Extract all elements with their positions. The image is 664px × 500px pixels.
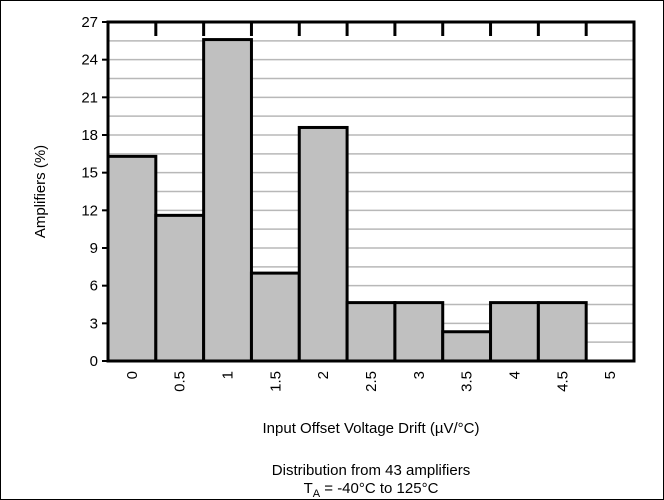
bar-0.5 <box>154 213 206 363</box>
bar-1.5 <box>249 271 301 363</box>
bar-0 <box>106 154 158 363</box>
y-tick-label: 21 <box>81 89 98 106</box>
annotation-temperature: TA = -40°C to 125°C <box>304 480 439 500</box>
temp-subscript: A <box>313 488 321 500</box>
temp-symbol: T <box>304 480 313 497</box>
bar-3.5 <box>441 330 493 363</box>
x-tick-label: 0 <box>124 371 141 379</box>
y-tick-label: 9 <box>90 240 98 257</box>
bar-2.5 <box>345 301 397 363</box>
plot-area-border <box>106 20 636 363</box>
annotation-distribution: Distribution from 43 amplifiers <box>272 462 470 479</box>
x-axis-label: Input Offset Voltage Drift (µV/°C) <box>263 420 480 437</box>
temp-range: = -40°C to 125°C <box>320 480 438 497</box>
x-axis-ticks: 0 0.5 1 1.5 2 2.5 3 3.5 4 4.5 5 <box>124 371 619 392</box>
y-tick-label: 18 <box>81 127 98 144</box>
x-tick-label: 0.5 <box>172 371 189 392</box>
x-tick-label: 3 <box>411 371 428 379</box>
x-tick-label: 5 <box>602 371 619 379</box>
y-tick-label: 6 <box>90 278 98 295</box>
bar-3 <box>393 301 445 363</box>
bar-1 <box>202 38 253 363</box>
x-tick-label: 1.5 <box>267 371 284 392</box>
x-tick-label: 4 <box>506 371 523 379</box>
x-tick-label: 3.5 <box>459 371 476 392</box>
y-tick-label: 3 <box>90 315 98 332</box>
y-tick-label: 27 <box>81 14 98 31</box>
x-tick-label: 2.5 <box>363 371 380 392</box>
x-tick-label: 1 <box>220 371 237 379</box>
x-tick-label: 4.5 <box>554 371 571 392</box>
x-tick-label: 2 <box>315 371 332 379</box>
y-tick-label: 12 <box>81 202 98 219</box>
bar-4 <box>489 301 540 363</box>
y-axis-label: Amplifiers (%) <box>32 145 49 238</box>
bar-2 <box>297 125 349 363</box>
y-tick-label: 15 <box>81 165 98 182</box>
top-ticks <box>154 22 588 36</box>
y-tick-label: 0 <box>90 353 98 370</box>
bar-4.5 <box>536 301 588 363</box>
bars <box>106 38 588 363</box>
y-tick-label: 24 <box>81 52 98 69</box>
y-axis-ticks: 0 3 6 9 12 15 18 21 24 27 <box>81 14 108 370</box>
